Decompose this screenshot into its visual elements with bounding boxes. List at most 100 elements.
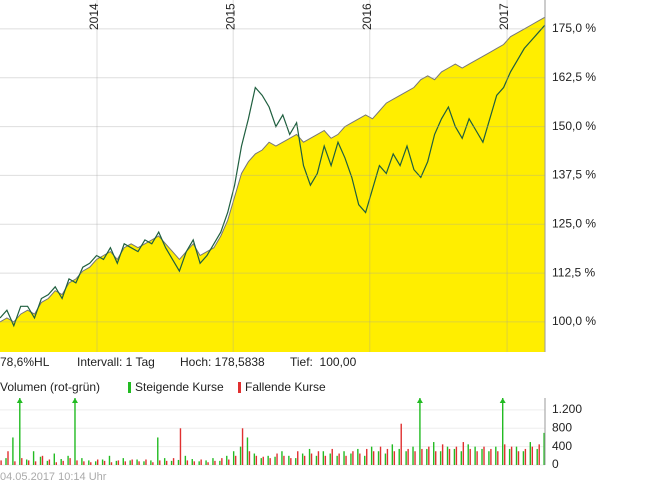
volume-bar [495, 446, 497, 465]
volume-bar [269, 458, 271, 465]
volume-bar [27, 460, 30, 465]
volume-bar [55, 462, 57, 465]
volume-bar [260, 458, 262, 465]
volume-bar [384, 453, 387, 465]
volume-bar [453, 448, 456, 465]
volume-bar [531, 446, 534, 465]
volume-bar [446, 446, 449, 465]
volume-bar [297, 451, 299, 465]
volume-bar [157, 437, 159, 465]
plot-layer [0, 16, 545, 352]
volume-bar [476, 451, 478, 465]
volume-bar [212, 458, 214, 465]
volume-bar [115, 460, 118, 465]
volume-bar [69, 458, 71, 465]
volume-bar [179, 428, 182, 465]
x-tick-label: 2015 [223, 3, 237, 30]
volume-bar [124, 461, 126, 465]
volume-bar [488, 451, 490, 465]
info-text: Intervall: 1 Tag [77, 355, 155, 369]
volume-bar [359, 453, 361, 465]
y-tick-label: 137,5 % [552, 168, 596, 182]
volume-bar [41, 455, 44, 465]
volume-bar [448, 448, 451, 465]
x-tick-label: 2017 [497, 3, 511, 30]
legend-label: Steigende Kurse [135, 380, 224, 394]
volume-chart: Volumen (rot-grün) Steigende Kurse Fallend… [0, 380, 582, 471]
volume-bar [398, 448, 400, 465]
volume-bar [497, 451, 499, 465]
volume-bar [234, 455, 237, 465]
x-tick-label: 2016 [360, 3, 374, 30]
timestamp: 04.05.2017 10:14 Uhr [0, 471, 107, 483]
volume-bar [184, 455, 187, 465]
volume-bar [276, 453, 278, 465]
volume-bar [165, 460, 168, 465]
volume-bar [177, 459, 180, 465]
overflow-arrow [16, 398, 23, 403]
volume-bar [481, 448, 483, 465]
volume-bar [283, 455, 285, 465]
volume-bar [246, 437, 249, 465]
volume-bar [131, 459, 133, 465]
volume-bar [25, 459, 28, 465]
volume-bar [172, 458, 175, 465]
volume-bar [221, 458, 223, 465]
volume-bar [122, 458, 124, 465]
volume-bar [331, 448, 333, 465]
volume-bar [288, 455, 290, 465]
volume-bar [483, 446, 485, 465]
volume-bar [34, 461, 37, 465]
volume-bar [159, 460, 161, 465]
volume-bar [253, 453, 256, 465]
volume-bar [435, 451, 437, 465]
volume-bar [324, 455, 327, 465]
volume-bar [170, 460, 173, 465]
volume-bar [12, 437, 14, 465]
volume-bar [310, 453, 313, 465]
volume-bar [441, 444, 444, 465]
volume-bar [357, 448, 359, 465]
volume-bar [81, 458, 83, 465]
volume-bar [377, 451, 380, 465]
volume-bar [536, 448, 538, 465]
volume-bar [502, 398, 504, 465]
volume-bar [308, 448, 311, 465]
volume-bar [67, 455, 69, 465]
y-tick-label: 112,5 % [552, 265, 595, 279]
volume-bar [88, 460, 90, 465]
volume-bar [248, 451, 251, 465]
volume-bar [239, 446, 242, 465]
y-tick-label: 125,0 % [552, 216, 596, 230]
volume-bar [274, 456, 276, 465]
legend-swatch [128, 382, 131, 393]
volume-bar [345, 455, 347, 465]
volume-bar [364, 455, 366, 465]
volume-bar [152, 462, 154, 465]
volume-bar [290, 458, 292, 465]
y-tick-label: 162,5 % [552, 70, 596, 84]
volume-bar [460, 451, 463, 465]
volume-bar [366, 448, 368, 465]
volume-bar [32, 451, 35, 465]
info-text: Tief: 100,00 [290, 355, 357, 369]
overflow-arrow [499, 398, 506, 403]
volume-bar [295, 458, 297, 465]
volume-bar [96, 459, 99, 465]
volume-bar [517, 451, 520, 465]
x-tick-label: 2014 [87, 3, 101, 30]
volume-bar [129, 460, 131, 465]
volume-bar [400, 423, 402, 465]
price-chart: 100,0 % 112,5 % 125,0 % 137,5 % 150,0 % 162,5… [0, 0, 596, 369]
y-tick-label: 0 [552, 457, 559, 471]
volume-bar [46, 460, 49, 465]
volume-bar [193, 461, 195, 465]
volume-bar [74, 398, 76, 465]
volume-bar [315, 455, 318, 465]
volume-bar [439, 451, 442, 465]
info-text: Hoch: 178,5838 [180, 355, 265, 369]
volume-bar [412, 446, 414, 465]
overflow-arrow [71, 398, 78, 403]
volume-bar [163, 458, 166, 465]
